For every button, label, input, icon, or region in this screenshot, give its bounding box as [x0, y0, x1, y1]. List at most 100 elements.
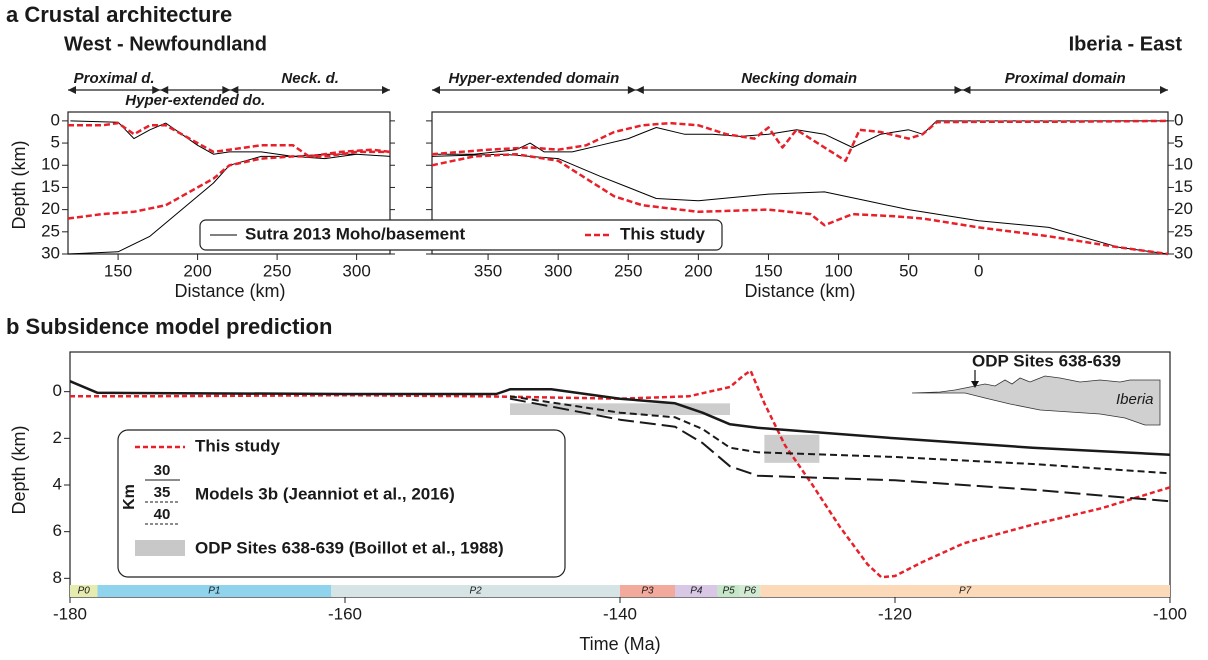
phase-bar [675, 585, 718, 597]
y-tick-label: 15 [41, 177, 60, 196]
phase-label: P2 [470, 586, 483, 597]
phase-bar [760, 585, 1170, 597]
y-tick-label: 8 [53, 568, 62, 587]
inset-label: ODP Sites 638-639 [972, 351, 1121, 370]
arrow-head [432, 86, 440, 94]
phase-bar [717, 585, 740, 597]
domain-label: Proximal domain [1005, 70, 1126, 87]
x-axis-label: Distance (km) [744, 281, 855, 301]
phase-label: P1 [208, 586, 220, 597]
y-tick-label: 5 [51, 133, 60, 152]
x-tick-label: 100 [824, 261, 852, 280]
y-tick-label: 20 [41, 199, 60, 218]
domain-label: Proximal d. [74, 70, 155, 87]
legend-label: ODP Sites 638-639 (Boillot et al., 1988) [195, 538, 504, 557]
x-tick-label: 150 [104, 261, 132, 280]
y-tick-label: 15 [1174, 177, 1193, 196]
legend-label: Sutra 2013 Moho/basement [245, 224, 465, 243]
x-tick-label: -140 [603, 604, 637, 623]
phase-bar [70, 585, 98, 597]
series-line [509, 397, 1171, 503]
series-line [431, 120, 1169, 255]
x-tick-label: 0 [974, 261, 983, 280]
arrow-head [382, 86, 390, 94]
legend-label: 40 [154, 506, 171, 523]
plot-frame [67, 111, 391, 255]
phase-label: P7 [959, 586, 972, 597]
phase-bar [739, 585, 761, 597]
y-tick-label: 0 [1174, 110, 1183, 129]
phase-label: P0 [78, 586, 91, 597]
inset-terrain [911, 375, 1161, 426]
arrow-head [627, 86, 636, 94]
y-tick-label: 25 [41, 221, 60, 240]
x-tick-label: 150 [754, 261, 782, 280]
domain-label: Necking domain [741, 70, 857, 87]
y-tick-label: 20 [1174, 199, 1193, 218]
subtitle: Iberia - East [1069, 33, 1183, 55]
legend-label: Models 3b (Jeanniot et al., 2016) [195, 484, 455, 503]
legend-box [199, 219, 723, 251]
y-tick-label: 10 [1174, 155, 1193, 174]
x-tick-label: 50 [899, 261, 918, 280]
arrow-head [68, 86, 76, 94]
subtitle: West - Newfoundland [64, 33, 267, 55]
x-tick-label: 300 [342, 261, 370, 280]
arrow-head [954, 86, 963, 94]
phase-bar [620, 585, 675, 597]
odp-box [764, 434, 820, 463]
phase-label: P6 [744, 586, 757, 597]
arrow-head [222, 86, 231, 94]
x-tick-label: -100 [1153, 604, 1187, 623]
domain-label: Hyper-extended domain [448, 70, 619, 87]
arrow-head [1160, 86, 1168, 94]
x-tick-label: 350 [474, 261, 502, 280]
series-line [509, 395, 1171, 475]
legend-label: 30 [154, 462, 171, 479]
y-tick-label: 6 [53, 521, 62, 540]
plot-frame [431, 111, 1169, 255]
legend-label: This study [620, 224, 706, 243]
arrow-head [152, 86, 161, 94]
legend-label: 35 [154, 484, 171, 501]
y-tick-label: 2 [53, 428, 62, 447]
domain-label: Hyper-extended do. [125, 92, 265, 109]
x-axis-label: Distance (km) [174, 281, 285, 301]
panel-title: a Crustal architecture [6, 2, 232, 27]
y-tick-label: 30 [1174, 243, 1193, 262]
phase-bar [97, 585, 332, 597]
x-axis-label: Time (Ma) [579, 634, 660, 654]
x-tick-label: 250 [614, 261, 642, 280]
x-tick-label: 300 [544, 261, 572, 280]
series-line [69, 380, 1171, 456]
y-axis-label: Depth (km) [9, 140, 29, 229]
series-line [431, 119, 1169, 256]
legend-swatch [135, 540, 185, 556]
phase-label: P5 [723, 586, 736, 597]
phase-bar [331, 585, 620, 597]
y-axis-label: Depth (km) [9, 425, 29, 514]
legend-box [117, 429, 566, 578]
y-tick-label: 0 [53, 381, 62, 400]
y-tick-label: 4 [53, 474, 62, 493]
series-line [70, 369, 1171, 579]
x-tick-label: -160 [328, 604, 362, 623]
y-tick-label: 30 [41, 243, 60, 262]
x-tick-label: -180 [53, 604, 87, 623]
series-line [67, 121, 391, 220]
x-tick-label: -120 [878, 604, 912, 623]
phase-label: P3 [641, 586, 654, 597]
legend-units: Km [121, 484, 138, 510]
domain-label: Neck. d. [281, 70, 339, 87]
odp-box [510, 403, 730, 415]
y-tick-label: 10 [41, 155, 60, 174]
phase-label: P4 [690, 586, 703, 597]
arrow-head [230, 86, 239, 94]
y-tick-label: 5 [1174, 133, 1183, 152]
y-tick-label: 25 [1174, 221, 1193, 240]
inset-label: Iberia [1116, 391, 1154, 408]
arrow-head [635, 86, 644, 94]
arrow-head [962, 86, 971, 94]
arrow-head [160, 86, 169, 94]
